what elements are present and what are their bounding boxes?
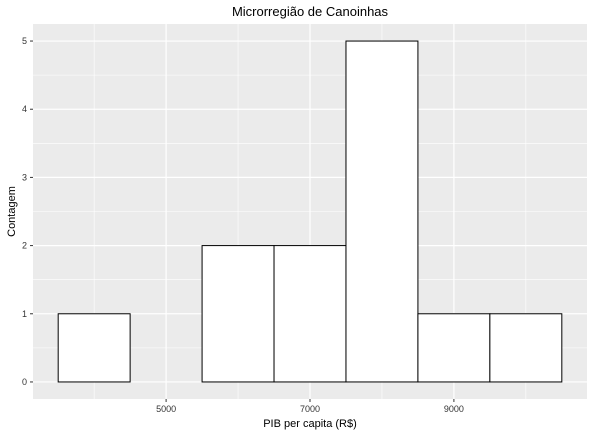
histogram-bar — [489, 313, 563, 383]
x-tick-label: 5000 — [156, 404, 176, 414]
histogram-bar — [201, 245, 275, 383]
y-tick-label: 1 — [22, 309, 27, 319]
histogram-bars — [57, 40, 563, 383]
y-tick-label: 2 — [22, 241, 27, 251]
histogram-bar — [345, 40, 419, 383]
y-axis-title: Contagem — [6, 186, 18, 237]
y-tick-label: 3 — [22, 172, 27, 182]
y-tick-label: 5 — [22, 36, 27, 46]
axes: 0 1 2 3 4 5 5000 7000 9000 — [22, 36, 464, 414]
y-tick-label: 4 — [22, 104, 27, 114]
x-tick-label: 7000 — [300, 404, 320, 414]
x-tick-label: 9000 — [444, 404, 464, 414]
histogram-bar — [273, 245, 347, 383]
x-axis-title: PIB per capita (R$) — [263, 418, 357, 430]
histogram-bar — [417, 313, 491, 383]
chart-title: Microrregião de Canoinhas — [232, 4, 389, 19]
histogram-bar — [57, 313, 131, 383]
y-tick-label: 0 — [22, 377, 27, 387]
